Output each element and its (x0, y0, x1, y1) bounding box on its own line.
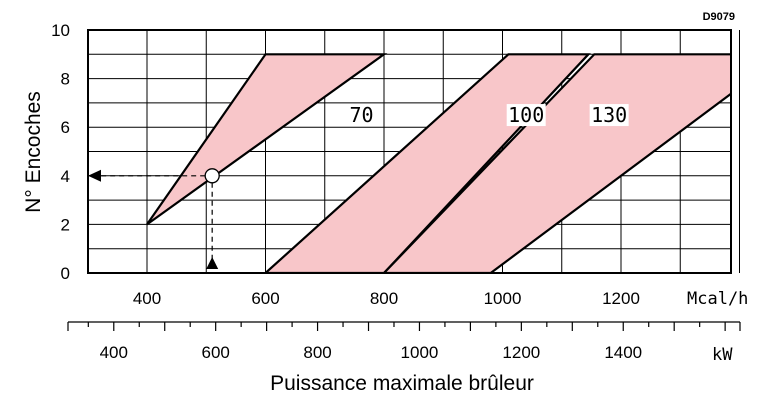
chart-code: D9079 (703, 11, 735, 23)
x-tick-label-secondary: 1000 (401, 343, 439, 362)
x-unit-secondary: kW (712, 345, 733, 365)
series-label-bg (589, 104, 629, 127)
example-point (204, 168, 220, 184)
x-tick-label-secondary: 1200 (502, 343, 540, 362)
bands (146, 53, 731, 273)
plot-frame (87, 29, 732, 274)
y-tick-labels: 0 2 4 6 8 10 (51, 21, 70, 283)
x-tick-label-primary: 800 (370, 289, 398, 308)
y-tick-label: 6 (61, 118, 70, 137)
x-tick-label-secondary: 400 (100, 343, 128, 362)
series-label-100: 100 (508, 103, 544, 127)
series-label-bg (506, 104, 546, 127)
x-axis-secondary (67, 321, 741, 331)
x-axis-label: Puissance maximale brûleur (270, 372, 534, 395)
series-label-70: 70 (349, 103, 373, 127)
y-tick-label: 2 (61, 215, 70, 234)
x-tick-labels-secondary: 400 600 800 1000 1200 1400 (100, 343, 643, 362)
y-tick-label: 10 (51, 21, 70, 40)
y-tick-label: 8 (61, 70, 70, 89)
x-tick-label-primary: 1000 (484, 289, 522, 308)
y-tick-label: 0 (61, 264, 70, 283)
x-tick-label-secondary: 600 (201, 343, 229, 362)
example-reading (88, 168, 220, 269)
example-arrow-up (206, 257, 219, 269)
y-tick-label: 4 (61, 167, 70, 186)
x-unit-primary: Mcal/h (687, 289, 748, 309)
x-tick-label-primary: 400 (133, 289, 161, 308)
x-tick-label-primary: 600 (251, 289, 279, 308)
example-arrow-left (88, 169, 101, 182)
x-tick-label-secondary: 800 (303, 343, 331, 362)
series-labels: 70 100 130 (347, 103, 629, 127)
series-label-bg (347, 104, 376, 127)
y-axis-label: N° Encoches (22, 91, 45, 213)
x-tick-label-primary: 1200 (602, 289, 640, 308)
x-tick-label-secondary: 1400 (604, 343, 642, 362)
band-130 (382, 53, 731, 273)
x-tick-labels-primary: 400 600 800 1000 1200 (133, 289, 640, 308)
series-label-130: 130 (591, 103, 627, 127)
band-70 (146, 53, 388, 226)
